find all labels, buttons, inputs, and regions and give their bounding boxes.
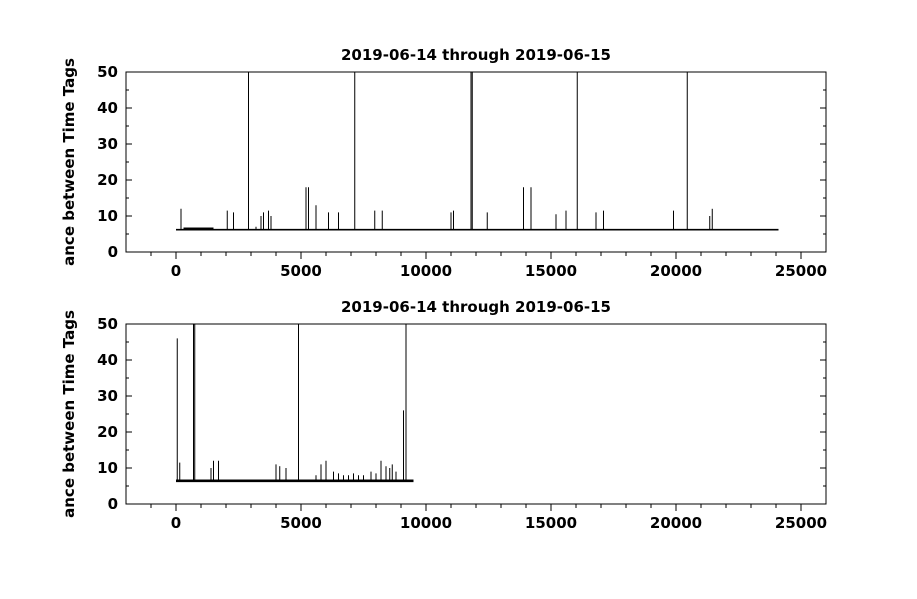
chart-title-1: 2019-06-14 through 2019-06-15	[341, 46, 611, 64]
plot-frame-2	[125, 323, 827, 505]
series-dense-band-2-0	[176, 479, 414, 482]
x-tick-label-1-4: 20000	[650, 262, 702, 280]
x-tick-label-1-3: 15000	[525, 262, 577, 280]
y-tick-label-1-4: 40	[97, 99, 118, 117]
y-tick-label-2-5: 50	[97, 315, 118, 333]
y-tick-label-1-1: 10	[97, 207, 118, 225]
x-tick-label-2-1: 5000	[280, 514, 322, 532]
y-tick-label-1-5: 50	[97, 63, 118, 81]
x-tick-label-2-0: 0	[171, 514, 181, 532]
y-tick-label-2-0: 0	[108, 495, 118, 513]
y-tick-label-2-2: 20	[97, 423, 118, 441]
x-tick-label-1-2: 10000	[400, 262, 452, 280]
y-tick-label-2-1: 10	[97, 459, 118, 477]
y-axis-label-2: ance between Time Tags	[60, 310, 78, 518]
y-tick-label-2-3: 30	[97, 387, 118, 405]
y-tick-label-1-2: 20	[97, 171, 118, 189]
x-tick-label-1-0: 0	[171, 262, 181, 280]
x-tick-label-2-4: 20000	[650, 514, 702, 532]
y-axis-label-1: ance between Time Tags	[60, 58, 78, 266]
x-tick-label-1-5: 25000	[775, 262, 827, 280]
x-tick-label-1-1: 5000	[280, 262, 322, 280]
x-tick-label-2-5: 25000	[775, 514, 827, 532]
chart-title-2: 2019-06-14 through 2019-06-15	[341, 298, 611, 316]
plot-frame-1	[125, 71, 827, 253]
y-tick-label-1-0: 0	[108, 243, 118, 261]
x-tick-label-2-3: 15000	[525, 514, 577, 532]
x-tick-label-2-2: 10000	[400, 514, 452, 532]
y-tick-label-2-4: 40	[97, 351, 118, 369]
y-tick-label-1-3: 30	[97, 135, 118, 153]
series-dense-band-1-0	[183, 227, 214, 230]
